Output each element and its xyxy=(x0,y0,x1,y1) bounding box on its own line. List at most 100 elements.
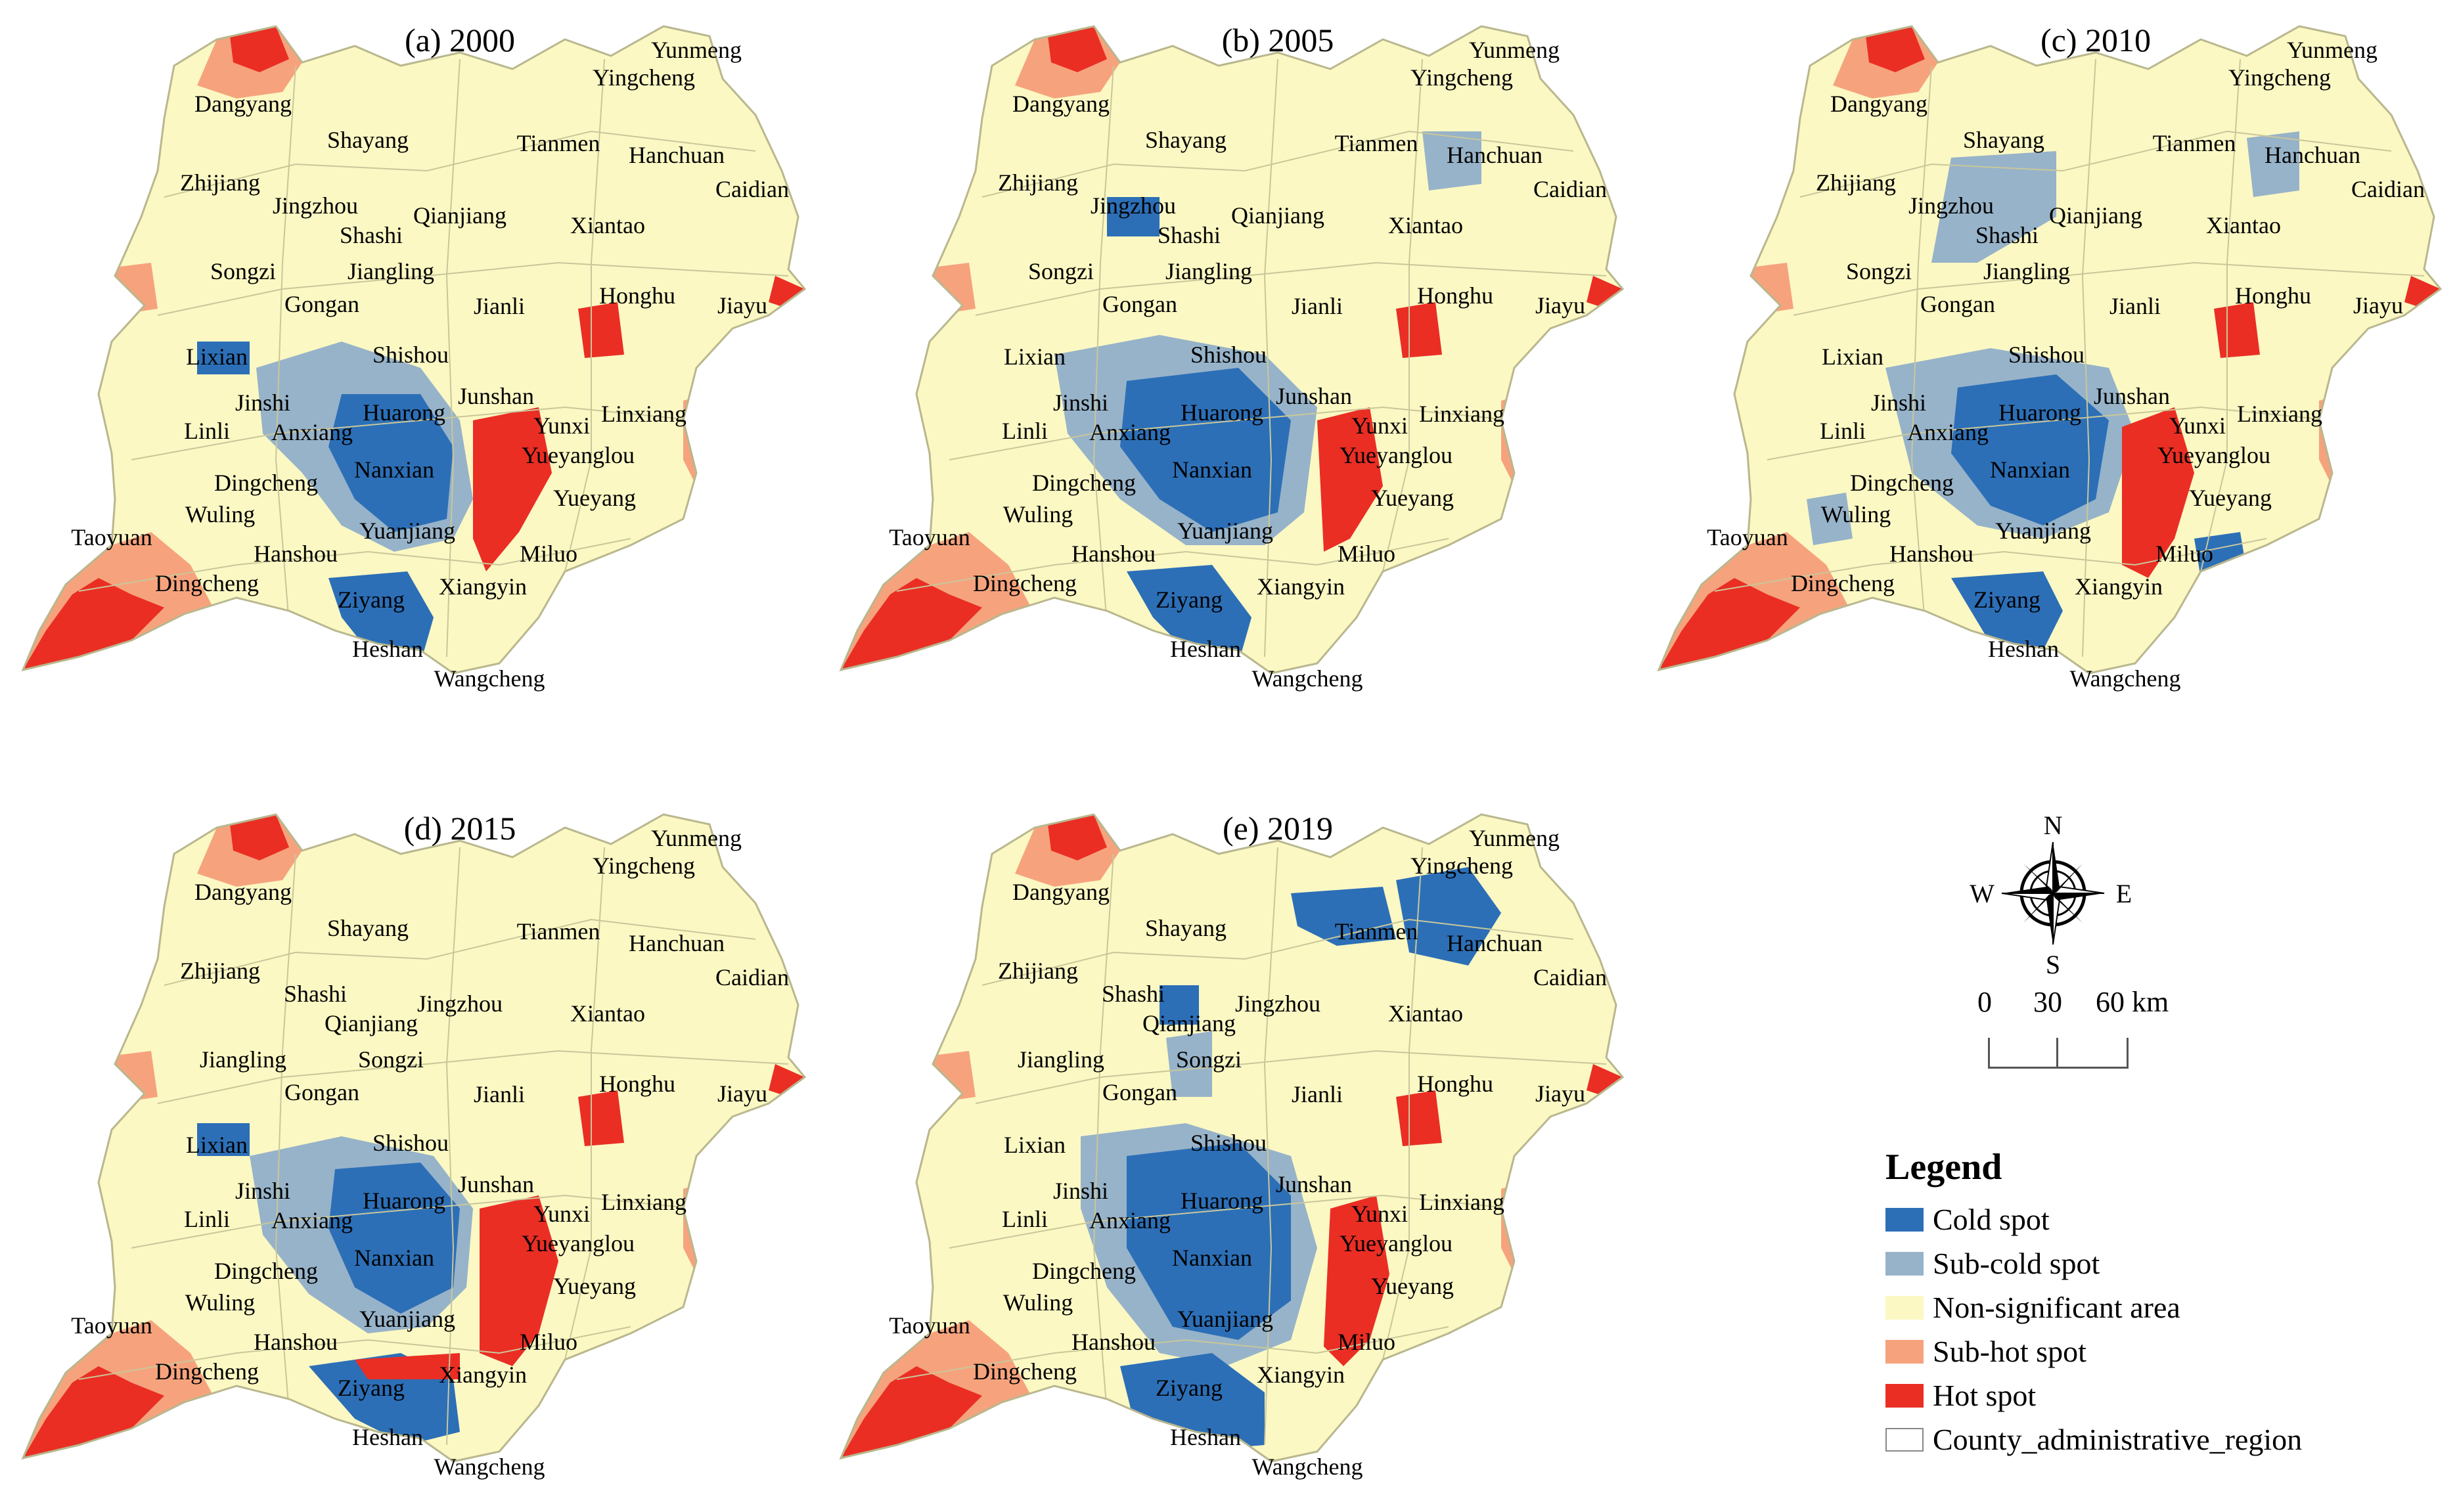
county-label: Xiantao xyxy=(570,1000,645,1027)
county-label: Yunmeng xyxy=(1469,825,1560,851)
county-label: Nanxian xyxy=(1172,1245,1252,1271)
hot-zone xyxy=(23,1366,164,1458)
county-label: Zhijiang xyxy=(180,958,260,984)
county-label: Shashi xyxy=(1975,222,2039,248)
county-label: Lixian xyxy=(186,1132,248,1158)
county-label: Shashi xyxy=(284,981,347,1007)
county-label: Songzi xyxy=(1028,258,1094,284)
county-label: Shishou xyxy=(2008,342,2085,368)
hot-zone xyxy=(1659,578,1800,670)
county-label: Yunmeng xyxy=(651,825,742,851)
legend-swatch xyxy=(1885,1427,1924,1452)
county-label: Shayang xyxy=(327,915,409,941)
county-label: Tianmen xyxy=(517,918,600,945)
county-label: Heshan xyxy=(1170,1424,1241,1450)
county-label: Lixian xyxy=(1004,344,1066,370)
county-label: Yunxi xyxy=(1351,1201,1408,1227)
county-label: Honghu xyxy=(599,1071,675,1097)
legend-item: Cold spot xyxy=(1885,1197,2424,1241)
county-label: Linxiang xyxy=(1419,401,1504,427)
county-label: Shayang xyxy=(1145,127,1227,153)
county-label: Jianli xyxy=(1292,1081,1343,1107)
hot-zone xyxy=(230,814,289,860)
county-label: Nanxian xyxy=(1990,456,2070,483)
county-label: Jingzhou xyxy=(273,192,358,219)
county-label: Xiantao xyxy=(570,212,645,238)
county-label: Heshan xyxy=(352,636,423,662)
county-label: Yunxi xyxy=(533,412,590,439)
hot-zone xyxy=(1396,1090,1442,1146)
sub-hot-zone xyxy=(1501,388,1554,486)
county-label: Junshan xyxy=(458,383,534,409)
county-label: Shashi xyxy=(1158,222,1221,248)
county-label: Yuanjiang xyxy=(359,518,455,544)
county-label: Dingcheng xyxy=(973,1358,1077,1385)
county-label: Lixian xyxy=(1004,1132,1066,1158)
legend-swatch xyxy=(1885,1339,1924,1364)
county-label: Yunxi xyxy=(533,1201,590,1227)
county-label: Yueyang xyxy=(1371,485,1454,511)
legend-title: Legend xyxy=(1885,1147,2002,1188)
county-label: Gongan xyxy=(1920,291,1995,317)
county-label: Xiangyin xyxy=(439,573,527,600)
county-label: Jiayu xyxy=(717,292,767,319)
county-label: Dingcheng xyxy=(1032,470,1136,496)
county-label: Dingcheng xyxy=(973,570,1077,596)
hot-zone xyxy=(2214,302,2260,358)
county-label: Hanchuan xyxy=(629,142,725,168)
county-label: Nanxian xyxy=(1172,456,1252,483)
county-label: Gongan xyxy=(1102,1079,1177,1105)
county-label: Linli xyxy=(184,418,230,444)
county-label: Yingcheng xyxy=(1410,853,1513,879)
county-label: Shayang xyxy=(327,127,409,153)
hot-zone xyxy=(2332,414,2365,479)
hot-zone xyxy=(2122,407,2194,578)
county-label: Linli xyxy=(1820,418,1866,444)
compass-west-label: W xyxy=(1970,879,1995,908)
legend-label: Cold spot xyxy=(1933,1203,2050,1236)
county-label: Linli xyxy=(184,1206,230,1232)
legend-swatch xyxy=(1885,1383,1924,1408)
hot-zone xyxy=(1514,1202,1547,1268)
county-label: Caidian xyxy=(715,964,789,990)
legend-item: Hot spot xyxy=(1885,1373,2424,1417)
county-label: Dangyang xyxy=(1830,91,1927,117)
county-label: Miluo xyxy=(1338,541,1395,567)
hot-zone xyxy=(1048,814,1107,860)
county-boundaries xyxy=(78,847,789,1446)
county-label: Wuling xyxy=(185,1289,256,1316)
cold-zone xyxy=(1951,571,2063,650)
county-label: Honghu xyxy=(599,282,675,309)
cold-zone xyxy=(1291,887,1396,946)
county-label: Jingzhou xyxy=(1235,990,1320,1017)
cold-zone xyxy=(1160,985,1199,1025)
county-boundaries xyxy=(896,847,1607,1446)
hot-zone xyxy=(696,414,729,479)
county-label: Yueyanglou xyxy=(2157,442,2270,468)
county-label: Shashi xyxy=(340,222,403,248)
county-label: Yuanjiang xyxy=(1177,1306,1273,1332)
legend-swatch xyxy=(1885,1207,1924,1232)
county-label: Dingcheng xyxy=(1032,1258,1136,1284)
hot-zone xyxy=(841,1366,982,1458)
county-label: Yunxi xyxy=(2169,412,2226,439)
county-label: Honghu xyxy=(1417,282,1493,309)
county-label: Dingcheng xyxy=(155,1358,259,1385)
county-label: Taoyuan xyxy=(71,524,152,550)
sub-hot-zone xyxy=(1501,1176,1554,1274)
hot-zone xyxy=(1866,26,1925,72)
county-label: Anxiang xyxy=(1907,419,1989,445)
county-label: Anxiang xyxy=(271,419,353,445)
county-label: Caidian xyxy=(2351,176,2425,202)
county-label: Wuling xyxy=(185,501,256,527)
legend-swatch xyxy=(1885,1251,1924,1276)
compass-south-label: S xyxy=(2046,950,2060,979)
hot-zone xyxy=(841,578,982,670)
study-area-outline xyxy=(21,25,807,675)
county-label: Honghu xyxy=(1417,1071,1493,1097)
county-label: Yueyanglou xyxy=(1340,1230,1453,1256)
county-label: Huarong xyxy=(1998,399,2081,426)
county-label: Yueyang xyxy=(553,1273,636,1299)
county-label: Tianmen xyxy=(1335,918,1418,945)
